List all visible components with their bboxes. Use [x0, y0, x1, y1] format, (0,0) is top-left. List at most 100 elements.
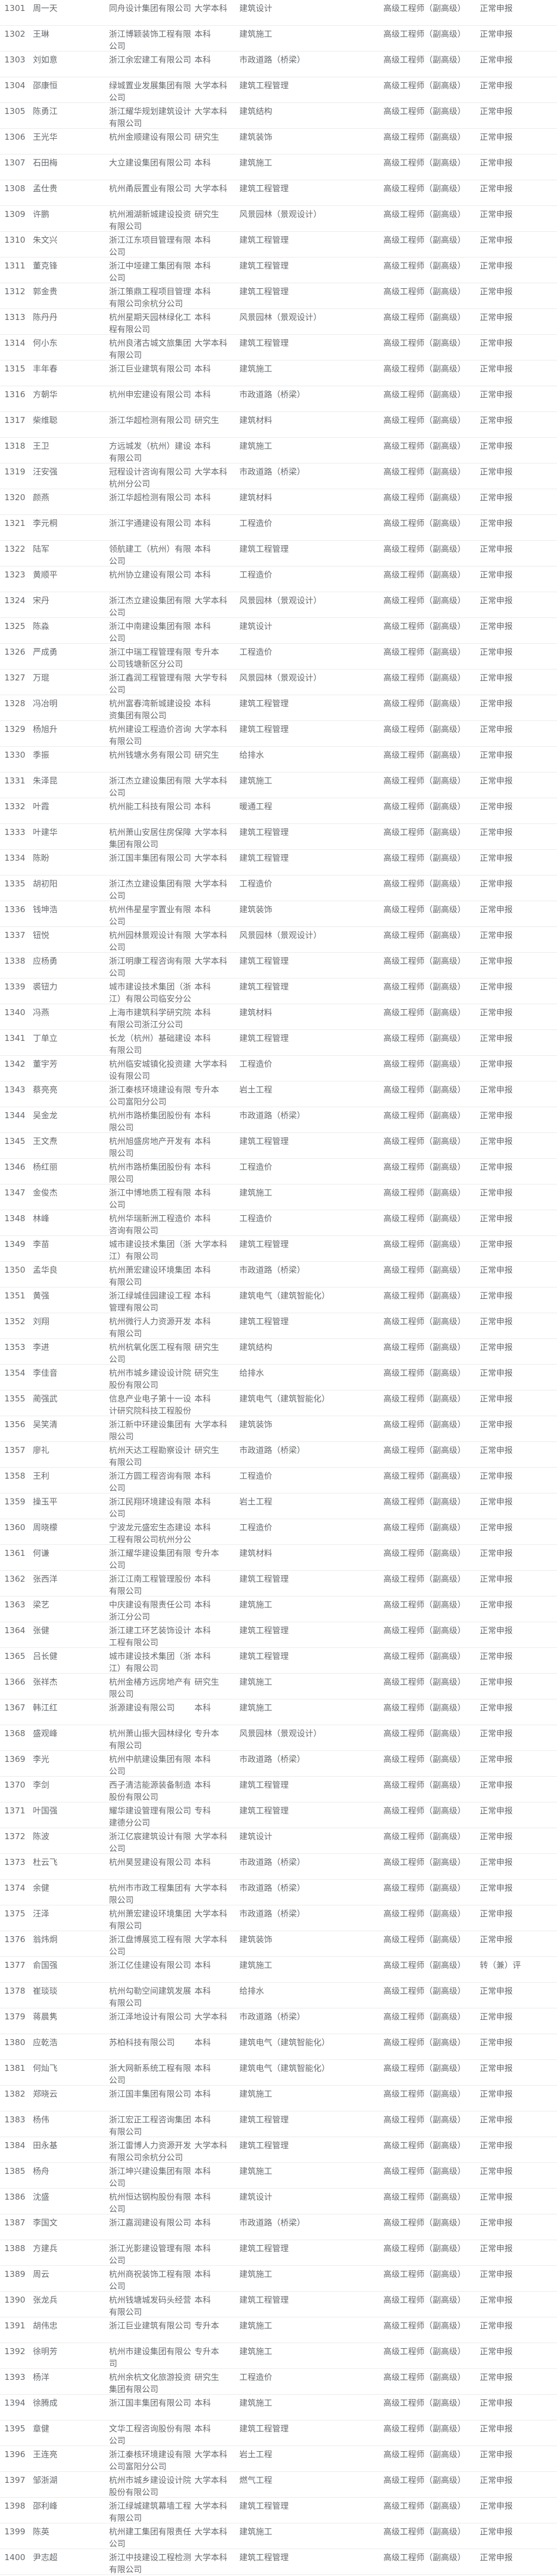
declared-title: 高级工程师（副高级）	[383, 879, 466, 889]
education-level: 大学本科	[194, 2552, 228, 2562]
declare-type: 正常申报	[480, 1574, 513, 1584]
education-level: 研究生	[194, 750, 220, 760]
table-row: 1366 张祥杰 杭州金椿方远房地产有限公司 研究生 建筑施工 高级工程师（副高…	[0, 1674, 557, 1699]
row-index: 1363	[4, 1600, 26, 1610]
specialty: 建筑施工	[239, 441, 273, 451]
education-level: 本科	[194, 1703, 211, 1713]
row-index: 1366	[4, 1677, 26, 1687]
specialty: 建筑装饰	[239, 905, 273, 914]
declared-title: 高级工程师（副高级）	[383, 2218, 466, 2228]
education-level: 研究生	[194, 209, 220, 219]
declare-type: 正常申报	[480, 2346, 513, 2356]
declare-type: 正常申报	[480, 544, 513, 554]
company-name: 浙江余宏建工有限公司	[109, 55, 192, 65]
specialty: 建筑工程管理	[239, 699, 289, 708]
company-name: 浙江鑫润工程管理有限公司	[109, 673, 192, 695]
declared-title: 高级工程师（副高级）	[383, 390, 466, 399]
declare-type: 正常申报	[480, 2269, 513, 2279]
table-row: 1306 王光华 杭州金顺建设有限公司 研究生 建筑装饰 高级工程师（副高级） …	[0, 129, 557, 154]
education-level: 大学专科	[194, 673, 228, 683]
education-level: 专升本	[194, 1728, 220, 1738]
table-row: 1358 王利 浙江方圆工程咨询有限公司 本科 工程造价 高级工程师（副高级） …	[0, 1468, 557, 1493]
row-index: 1382	[4, 2089, 26, 2099]
applicant-name: 吕长健	[33, 1651, 58, 1661]
applicant-name: 王光华	[33, 132, 58, 142]
row-index: 1307	[4, 158, 26, 168]
specialty: 建筑工程管理	[239, 1780, 289, 1790]
table-row: 1350 孟华良 杭州萧宏建设环境集团有限公司 本科 市政道路（桥梁） 高级工程…	[0, 1262, 557, 1287]
declare-type: 正常申报	[480, 2115, 513, 2125]
company-name: 浙江巨业建筑有限公司	[109, 2321, 192, 2331]
table-row: 1345 王文焘 杭州旭盛房地产开发有限公司 本科 建筑工程管理 高级工程师（副…	[0, 1133, 557, 1159]
applicant-name: 颜燕	[33, 493, 50, 502]
specialty: 风景园林（景观设计）	[239, 673, 322, 683]
row-index: 1396	[4, 2449, 26, 2459]
education-level: 大学本科	[194, 596, 228, 605]
education-level: 研究生	[194, 1445, 220, 1455]
declare-type: 正常申报	[480, 1085, 513, 1095]
applicant-name: 钱坤浩	[33, 905, 58, 914]
specialty: 建筑电气（建筑智能化）	[239, 2063, 330, 2073]
declare-type: 正常申报	[480, 1394, 513, 1404]
declare-type: 正常申报	[480, 2166, 513, 2176]
declare-type: 正常申报	[480, 235, 513, 245]
company-name: 浙江中垭建工集团有限公司	[109, 261, 192, 283]
specialty: 建筑施工	[239, 2398, 273, 2408]
applicant-name: 宋丹	[33, 596, 50, 605]
applicant-name: 廖礼	[33, 1445, 50, 1455]
declared-title: 高级工程师（副高级）	[383, 1265, 466, 1275]
declared-title: 高级工程师（副高级）	[383, 467, 466, 477]
applicant-name: 杨伟	[33, 2115, 50, 2125]
applicant-name: 汪泽	[33, 1909, 50, 1919]
declare-type: 正常申报	[480, 1522, 513, 1532]
table-row: 1313 陈丹丹 杭州星期天园林绿化工程有限公司 本科 风景园林（景观设计） 高…	[0, 309, 557, 335]
declared-title: 高级工程师（副高级）	[383, 364, 466, 374]
row-index: 1317	[4, 415, 26, 425]
applicant-name: 朱泽昆	[33, 776, 58, 786]
applicant-name: 陈淼	[33, 621, 50, 631]
education-level: 本科	[194, 982, 211, 992]
applicant-name: 方朝华	[33, 390, 58, 399]
specialty: 建筑工程管理	[239, 1239, 289, 1249]
applicant-name: 石田梅	[33, 158, 58, 168]
specialty: 市政道路（桥梁）	[239, 55, 306, 65]
declare-type: 正常申报	[480, 1986, 513, 1996]
table-row: 1311 董克锋 浙江中垭建工集团有限公司 本科 建筑工程管理 高级工程师（副高…	[0, 257, 557, 283]
specialty: 市政道路（桥梁）	[239, 1265, 306, 1275]
row-index: 1327	[4, 673, 26, 683]
company-name: 杭州华瑞新洲工程造价咨询有限公司	[109, 1213, 192, 1235]
declared-title: 高级工程师（副高级）	[383, 1188, 466, 1198]
company-name: 杭州园林景观设计有限公司	[109, 930, 192, 952]
applicant-name: 杨舟	[33, 2166, 50, 2176]
specialty: 建筑工程管理	[239, 1806, 289, 1816]
declare-type: 正常申报	[480, 2552, 513, 2562]
row-index: 1391	[4, 2321, 26, 2331]
company-name: 杭州微行人力资源开发有限公司	[109, 1316, 192, 1338]
company-name: 杭州湘湖新城建设投资有限公司	[109, 209, 192, 231]
row-index: 1321	[4, 518, 26, 528]
education-level: 专升本	[194, 1548, 220, 1558]
education-level: 本科	[194, 1754, 211, 1764]
company-name: 浙大网新系统工程有限公司	[109, 2063, 192, 2085]
row-index: 1325	[4, 621, 26, 631]
row-index: 1354	[4, 1368, 26, 1378]
table-row: 1305 陈勇江 浙江耀华规划建筑设计有限公司 大学本科 建筑结构 高级工程师（…	[0, 103, 557, 129]
company-name: 杭州市路桥集团股份有限公司	[109, 1162, 192, 1184]
table-row: 1340 冯燕 上海市建筑科学研究院有限公司浙江分公司 本科 建筑材料 高级工程…	[0, 1004, 557, 1030]
declared-title: 高级工程师（副高级）	[383, 209, 466, 219]
declared-title: 高级工程师（副高级）	[383, 1754, 466, 1764]
table-row: 1342 董宇芳 杭州临安城镇化投资建设有限公司 大学本科 工程造价 高级工程师…	[0, 1056, 557, 1081]
education-level: 本科	[194, 1574, 211, 1584]
specialty: 市政道路（桥梁）	[239, 390, 306, 399]
specialty: 暖通工程	[239, 802, 273, 811]
row-index: 1344	[4, 1110, 26, 1120]
declare-type: 正常申报	[480, 2063, 513, 2073]
table-row: 1333 叶建华 杭州萧山安居住房保障集团有限公司 大学本科 建筑工程管理 高级…	[0, 824, 557, 850]
declare-type: 正常申报	[480, 1033, 513, 1043]
company-name: 浙江建工环艺装饰设计工程有限公司	[109, 1625, 192, 1647]
education-level: 本科	[194, 2192, 211, 2202]
company-name: 杭州旭盛房地产开发有限公司	[109, 1136, 192, 1158]
declared-title: 高级工程师（副高级）	[383, 1574, 466, 1584]
declare-type: 正常申报	[480, 776, 513, 786]
applicant-name: 操玉平	[33, 1497, 58, 1507]
